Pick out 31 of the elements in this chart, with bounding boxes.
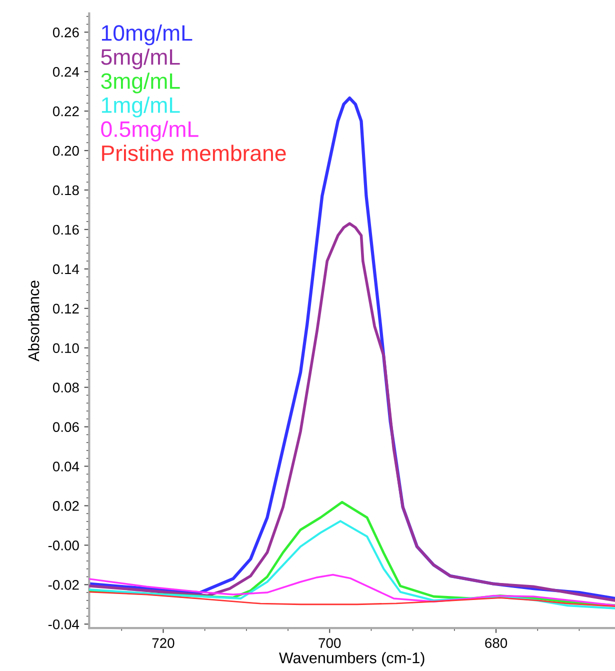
y-tick-label: 0.08 (52, 382, 79, 392)
y-tick-label: 0.20 (52, 146, 79, 156)
y-tick-label: 0.02 (52, 501, 79, 511)
y-tick-label: 0.22 (52, 106, 79, 116)
line-series (89, 520, 615, 610)
text: 0.5mg/mL (101, 120, 198, 142)
x-axis-title: Wavenumbers (cm-1) (279, 652, 424, 666)
y-axis-title: Absorbance (28, 280, 40, 362)
y-tick-label: -0.02 (48, 580, 79, 590)
line-series (89, 222, 615, 602)
text: 5mg/mL (101, 48, 180, 70)
y-tick-label: 0.24 (52, 66, 80, 77)
x-tick-label: 720 (152, 638, 174, 648)
y-tick-label: -0.04 (48, 619, 80, 630)
y-tick-label: 0.18 (52, 185, 79, 196)
y-tick-label: 0.16 (52, 224, 79, 235)
y-tick-label: 0.14 (52, 264, 80, 274)
text: 10mg/mL (102, 24, 192, 46)
y-tick-label: 0.04 (52, 462, 80, 472)
y-tick-label: 0.06 (52, 422, 79, 432)
y-tick-label: -0.00 (48, 540, 79, 550)
y-tick-label: 0.10 (52, 343, 79, 354)
text: 1mg/mL (102, 96, 180, 118)
text: 3mg/mL (101, 72, 180, 94)
line-series (89, 591, 615, 608)
y-tick-label: 0.26 (52, 28, 79, 38)
line-series (89, 574, 615, 606)
y-tick-label: 0.12 (52, 304, 79, 314)
text: Pristine membrane (102, 144, 286, 162)
x-tick-label: 700 (318, 638, 341, 648)
x-tick-label: 680 (485, 638, 508, 648)
